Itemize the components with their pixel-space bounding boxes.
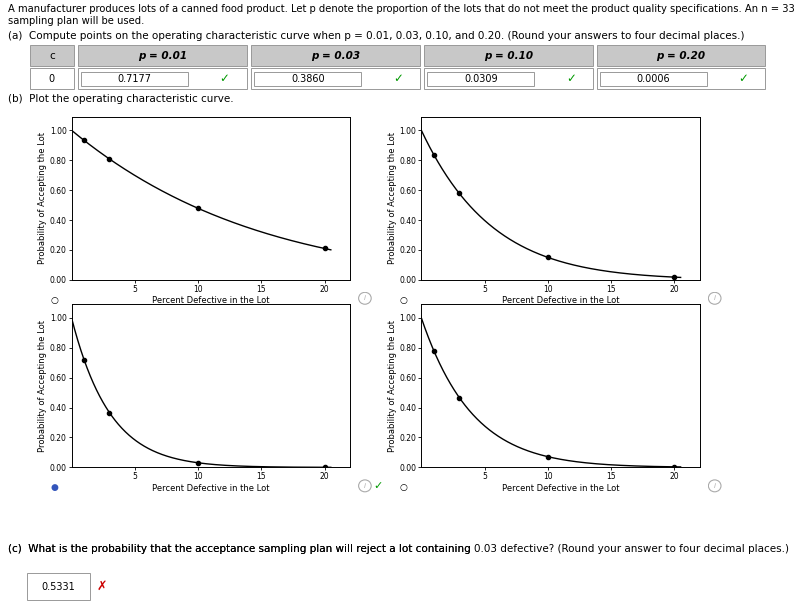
Text: sampling plan will be used.: sampling plan will be used. [8, 16, 145, 26]
Text: c: c [49, 51, 55, 61]
FancyBboxPatch shape [78, 68, 246, 89]
Text: 0: 0 [48, 74, 55, 84]
Text: ○: ○ [400, 483, 408, 492]
Text: ✓: ✓ [566, 73, 576, 85]
Text: ●: ● [50, 483, 58, 492]
Text: 0.7177: 0.7177 [118, 74, 152, 84]
FancyBboxPatch shape [597, 46, 765, 66]
Text: ✓: ✓ [393, 73, 402, 85]
Y-axis label: Probability of Accepting the Lot: Probability of Accepting the Lot [388, 320, 397, 452]
X-axis label: Percent Defective in the Lot: Percent Defective in the Lot [502, 296, 619, 306]
Text: (c)  What is the probability that the acceptance sampling plan will reject a lot: (c) What is the probability that the acc… [8, 544, 474, 554]
Text: i: i [364, 483, 366, 489]
FancyBboxPatch shape [424, 68, 593, 89]
Text: 0.3860: 0.3860 [291, 74, 324, 84]
Text: p = 0.10: p = 0.10 [484, 51, 533, 61]
Text: ✗: ✗ [97, 580, 107, 593]
Text: ✓: ✓ [219, 73, 230, 85]
Text: ✓: ✓ [738, 73, 748, 85]
FancyBboxPatch shape [78, 46, 246, 66]
Y-axis label: Probability of Accepting the Lot: Probability of Accepting the Lot [38, 132, 47, 264]
Text: i: i [364, 295, 366, 301]
Text: 0.0006: 0.0006 [637, 74, 670, 84]
Y-axis label: Probability of Accepting the Lot: Probability of Accepting the Lot [38, 320, 47, 452]
Text: p = 0.03: p = 0.03 [311, 51, 360, 61]
X-axis label: Percent Defective in the Lot: Percent Defective in the Lot [152, 484, 270, 493]
Text: 0.5331: 0.5331 [41, 582, 75, 592]
FancyBboxPatch shape [424, 46, 593, 66]
Text: A manufacturer produces lots of a canned food product. Let p denote the proporti: A manufacturer produces lots of a canned… [8, 4, 795, 14]
Text: (b)  Plot the operating characteristic curve.: (b) Plot the operating characteristic cu… [8, 94, 234, 104]
Text: p = 0.01: p = 0.01 [138, 51, 187, 61]
FancyBboxPatch shape [254, 72, 362, 86]
Text: ○: ○ [400, 296, 408, 304]
FancyBboxPatch shape [30, 46, 74, 66]
FancyBboxPatch shape [427, 72, 534, 86]
FancyBboxPatch shape [251, 68, 420, 89]
X-axis label: Percent Defective in the Lot: Percent Defective in the Lot [502, 484, 619, 493]
FancyBboxPatch shape [597, 68, 765, 89]
Text: (a)  Compute points on the operating characteristic curve when p = 0.01, 0.03, 0: (a) Compute points on the operating char… [8, 31, 744, 41]
FancyBboxPatch shape [600, 72, 707, 86]
Text: ✓: ✓ [373, 481, 382, 491]
Text: (c)  What is the probability that the acceptance sampling plan will reject a lot: (c) What is the probability that the acc… [8, 544, 789, 554]
FancyBboxPatch shape [251, 46, 420, 66]
FancyBboxPatch shape [81, 72, 188, 86]
Text: p = 0.20: p = 0.20 [657, 51, 706, 61]
Text: i: i [714, 483, 716, 489]
Text: ○: ○ [50, 296, 58, 304]
X-axis label: Percent Defective in the Lot: Percent Defective in the Lot [152, 296, 270, 306]
FancyBboxPatch shape [30, 68, 74, 89]
Y-axis label: Probability of Accepting the Lot: Probability of Accepting the Lot [388, 132, 397, 264]
Text: i: i [714, 295, 716, 301]
Text: 0.0309: 0.0309 [464, 74, 498, 84]
FancyBboxPatch shape [27, 573, 90, 600]
